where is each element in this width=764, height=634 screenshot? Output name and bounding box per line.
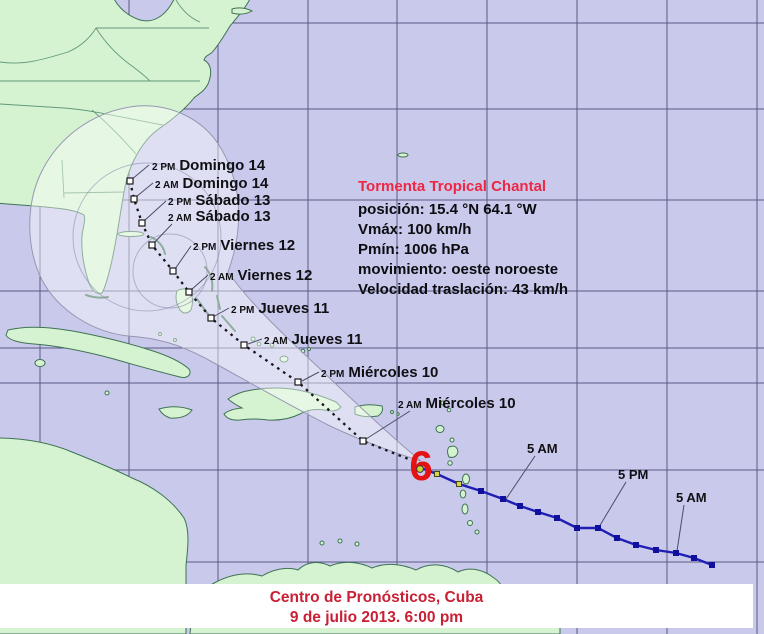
past-time-label: 5 AM (527, 441, 558, 456)
forecast-position-marker (169, 267, 177, 275)
cay (173, 338, 177, 342)
storm-info-position: posición: 15.4 °N 64.1 °W (358, 201, 537, 218)
leader-layer (130, 164, 685, 552)
forecast-position-marker (240, 341, 248, 349)
forecast-position-marker (207, 314, 215, 322)
past-position-marker (456, 481, 462, 487)
forecast-position-marker (359, 437, 367, 445)
past-position-marker (554, 515, 560, 521)
storm-layer: 6 (409, 442, 432, 489)
forecast-time-label: 2 PM Viernes 12 (193, 237, 295, 254)
past-time-label: 5 PM (618, 467, 648, 482)
leader-line (143, 200, 167, 222)
leader-line (676, 504, 685, 552)
storm-info-title: Tormenta Tropical Chantal (358, 178, 547, 195)
storm-info-panel: Tormenta Tropical Chantal posición: 15.4… (358, 177, 628, 300)
label-layer: 2 PM Domingo 142 AM Domingo 142 PM Sábado 1… (152, 157, 707, 505)
past-position-marker (691, 555, 697, 561)
storm-center-dot (416, 465, 424, 473)
cayman-islands (104, 390, 110, 396)
storm-info-vmax: Vmáx: 100 km/h (358, 221, 472, 238)
forecast-time-label: 2 PM Sábado 13 (168, 192, 270, 209)
jamaica (158, 406, 193, 419)
forecast-time-label: 2 AM Domingo 14 (155, 175, 269, 192)
leader-line (598, 481, 627, 528)
past-position-marker (653, 547, 659, 553)
forecast-position-marker (130, 195, 138, 203)
past-position-marker (500, 496, 506, 502)
leader-line (174, 245, 192, 270)
leader-line (153, 223, 173, 244)
credit-banner-line2: 9 de julio 2013. 6:00 pm (289, 609, 464, 626)
storm-info-pmin: Pmín: 1006 hPa (358, 241, 469, 258)
credit-banner: Centro de Pronósticos, Cuba 9 de julio 2… (0, 584, 753, 628)
cone-inner-circle (72, 162, 222, 312)
forecast-position-marker (148, 241, 156, 249)
cay (158, 332, 162, 336)
storm-info-speed: Velocidad traslación: 43 km/h (358, 281, 569, 298)
leader-line (190, 274, 209, 291)
abc-island (337, 538, 343, 544)
past-position-marker (595, 525, 601, 531)
past-position-marker (673, 550, 679, 556)
forecast-time-label: 2 AM Sábado 13 (168, 208, 271, 225)
leader-line (301, 371, 320, 382)
leader-line (130, 164, 150, 181)
track-layer (126, 177, 715, 568)
past-position-marker (709, 562, 715, 568)
forecast-time-label: 2 AM Jueves 11 (264, 331, 362, 348)
forecast-position-marker (294, 378, 302, 386)
forecast-position-marker (138, 219, 146, 227)
leader-line (212, 307, 230, 318)
past-position-marker (574, 525, 580, 531)
past-position-marker (434, 471, 440, 477)
long-island (231, 7, 254, 15)
past-time-label: 5 AM (676, 490, 707, 505)
abc-island (319, 540, 325, 546)
cone-layer (29, 105, 422, 462)
forecast-position-marker (126, 177, 134, 185)
past-position-marker (614, 535, 620, 541)
forecast-time-label: 2 AM Miércoles 10 (398, 395, 516, 412)
abc-island (354, 541, 360, 547)
cone-inner-circle (132, 233, 208, 309)
cuba (5, 326, 191, 378)
leader-line (135, 182, 154, 198)
forecast-time-label: 2 PM Jueves 11 (231, 300, 329, 317)
forecast-time-label: 2 PM Domingo 14 (152, 157, 266, 174)
florida-keys (85, 294, 109, 299)
past-position-marker (633, 542, 639, 548)
past-track-line (420, 466, 713, 567)
storm-info-movement: movimiento: oeste noroeste (358, 261, 559, 278)
past-position-marker (478, 488, 484, 494)
bermuda (397, 152, 409, 158)
leader-line (247, 338, 263, 345)
past-position-marker (535, 509, 541, 515)
state-borders (0, 0, 209, 199)
forecast-time-label: 2 AM Viernes 12 (210, 267, 312, 284)
forecast-cone (29, 105, 422, 462)
past-position-marker (517, 503, 523, 509)
credit-banner-line1: Centro de Pronósticos, Cuba (269, 589, 484, 606)
lesser-antilles (390, 400, 480, 535)
isla-juventud (34, 359, 46, 367)
leader-line (365, 410, 411, 440)
forecast-position-marker (185, 288, 193, 296)
leader-line (505, 455, 536, 500)
forecast-time-label: 2 PM Miércoles 10 (321, 364, 438, 381)
